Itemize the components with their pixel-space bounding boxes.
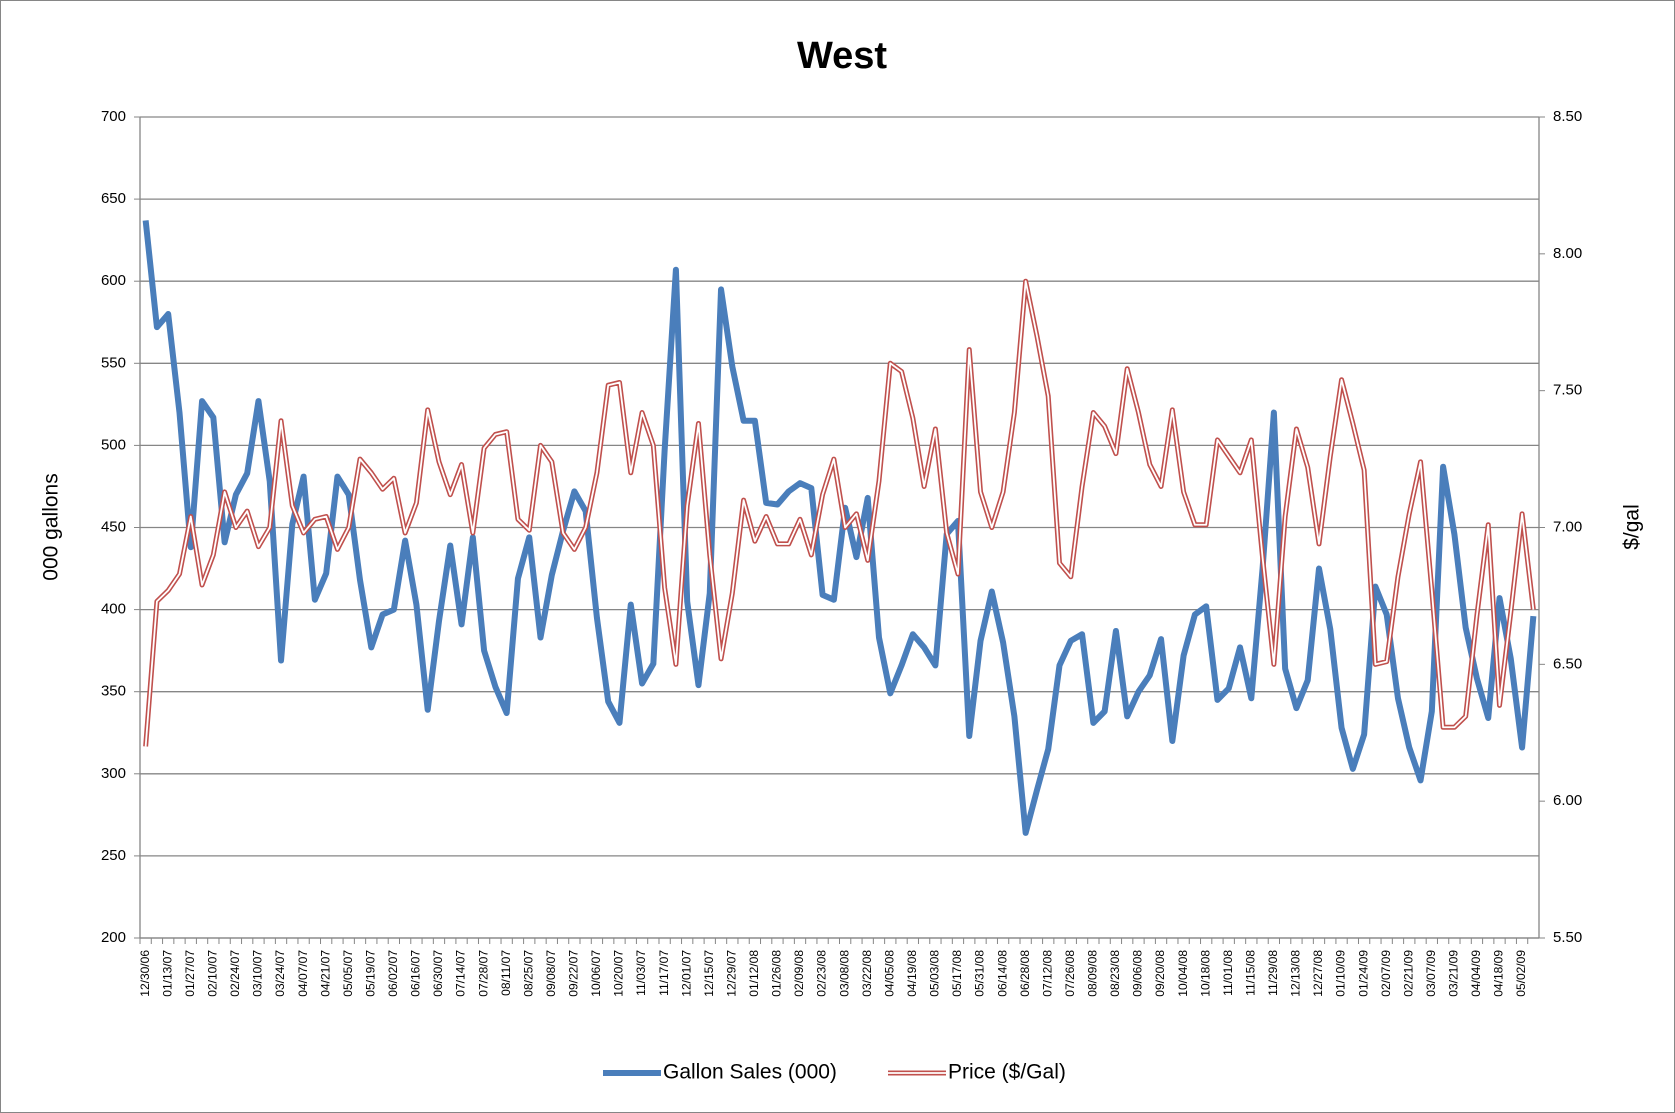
y2-tick-label: 8.00: [1553, 245, 1582, 262]
x-tick-label: 09/06/08: [1131, 950, 1145, 997]
x-tick-label: 07/26/08: [1063, 950, 1077, 997]
x-tick-label: 08/11/07: [499, 950, 513, 996]
x-tick-label: 04/04/09: [1469, 950, 1483, 997]
y-tick-label: 700: [101, 108, 126, 125]
x-tick-label: 08/09/08: [1086, 950, 1100, 997]
x-tick-label: 12/29/07: [724, 950, 738, 997]
x-tick-label: 02/10/07: [206, 950, 220, 997]
y2-axis-label: $/gal: [1621, 504, 1644, 550]
y2-tick-label: 7.50: [1553, 382, 1582, 399]
x-tick-label: 10/06/07: [589, 950, 603, 997]
y-tick-label: 300: [101, 765, 126, 782]
x-tick-label: 03/07/09: [1424, 950, 1438, 997]
y-tick-label: 350: [101, 683, 126, 700]
y-tick-label: 250: [101, 847, 126, 864]
x-tick-label: 01/12/08: [747, 950, 761, 997]
x-tick-label: 06/16/07: [409, 950, 423, 997]
x-tick-label: 03/22/08: [860, 950, 874, 997]
legend-label: Gallon Sales (000): [663, 1061, 837, 1084]
x-tick-label: 11/15/08: [1243, 950, 1257, 996]
x-tick-label: 11/17/07: [657, 950, 671, 996]
x-tick-label: 11/29/08: [1266, 950, 1280, 996]
y-axis-label: 000 gallons: [40, 473, 63, 580]
x-tick-label: 06/28/08: [1018, 950, 1032, 997]
x-tick-label: 02/23/08: [815, 950, 829, 997]
x-tick-label: 02/07/09: [1379, 950, 1393, 997]
x-tick-label: 06/14/08: [995, 950, 1009, 997]
x-tick-label: 02/21/09: [1401, 950, 1415, 997]
x-tick-label: 09/22/07: [567, 950, 581, 997]
chart-title: West: [797, 35, 887, 77]
x-tick-label: 09/20/08: [1153, 950, 1167, 997]
x-tick-label: 04/18/09: [1492, 950, 1506, 997]
x-tick-label: 12/01/07: [679, 950, 693, 997]
y-tick-label: 500: [101, 436, 126, 453]
x-tick-label: 10/04/08: [1176, 950, 1190, 997]
x-tick-label: 04/05/08: [882, 950, 896, 997]
x-tick-label: 05/19/07: [363, 950, 377, 997]
y-tick-label: 550: [101, 354, 126, 371]
x-tick-label: 12/15/07: [702, 950, 716, 997]
x-tick-label: 08/23/08: [1108, 950, 1122, 997]
y-tick-label: 600: [101, 272, 126, 289]
x-tick-label: 01/13/07: [160, 950, 174, 997]
x-tick-label: 05/03/08: [928, 950, 942, 997]
series-line: [142, 220, 1537, 836]
x-tick-label: 03/08/08: [837, 950, 851, 997]
x-tick-label: 01/10/09: [1334, 950, 1348, 997]
x-tick-label: 11/03/07: [634, 950, 648, 996]
x-tick-label: 02/09/08: [792, 950, 806, 997]
x-tick-label: 05/05/07: [341, 950, 355, 997]
y2-tick-label: 6.50: [1553, 655, 1582, 672]
x-tick-label: 06/30/07: [431, 950, 445, 997]
x-tick-label: 04/07/07: [296, 950, 310, 997]
y2-tick-label: 8.50: [1553, 108, 1582, 125]
x-tick-label: 10/18/08: [1198, 950, 1212, 997]
x-tick-label: 05/02/09: [1514, 950, 1528, 997]
y-tick-label: 450: [101, 518, 126, 535]
x-tick-label: 01/27/07: [183, 950, 197, 997]
x-tick-label: 05/31/08: [973, 950, 987, 997]
x-tick-label: 10/20/07: [612, 950, 626, 997]
y2-tick-label: 7.00: [1553, 518, 1582, 535]
y-tick-label: 400: [101, 601, 126, 618]
x-tick-label: 12/13/08: [1289, 950, 1303, 997]
x-tick-label: 07/12/08: [1040, 950, 1054, 997]
x-tick-label: 02/24/07: [228, 950, 242, 997]
x-tick-label: 12/27/08: [1311, 950, 1325, 997]
legend-label: Price ($/Gal): [948, 1061, 1066, 1084]
y2-tick-label: 6.00: [1553, 792, 1582, 809]
x-tick-label: 01/24/09: [1356, 950, 1370, 997]
x-tick-label: 07/28/07: [476, 950, 490, 997]
x-tick-label: 07/14/07: [454, 950, 468, 997]
y-tick-label: 650: [101, 190, 126, 207]
x-tick-label: 06/02/07: [386, 950, 400, 997]
x-tick-label: 03/21/09: [1447, 950, 1461, 997]
y2-tick-label: 5.50: [1553, 929, 1582, 946]
x-tick-label: 04/19/08: [905, 950, 919, 997]
x-tick-label: 11/01/08: [1221, 950, 1235, 996]
x-tick-label: 01/26/08: [770, 950, 784, 997]
series-line-inner: [144, 280, 1535, 747]
x-tick-label: 03/10/07: [251, 950, 265, 997]
x-tick-label: 09/08/07: [544, 950, 558, 997]
x-tick-label: 12/30/06: [138, 950, 152, 997]
x-tick-label: 04/21/07: [318, 950, 332, 997]
x-tick-label: 03/24/07: [273, 950, 287, 997]
x-tick-label: 05/17/08: [950, 950, 964, 997]
y-tick-label: 200: [101, 929, 126, 946]
x-tick-label: 08/25/07: [521, 950, 535, 997]
